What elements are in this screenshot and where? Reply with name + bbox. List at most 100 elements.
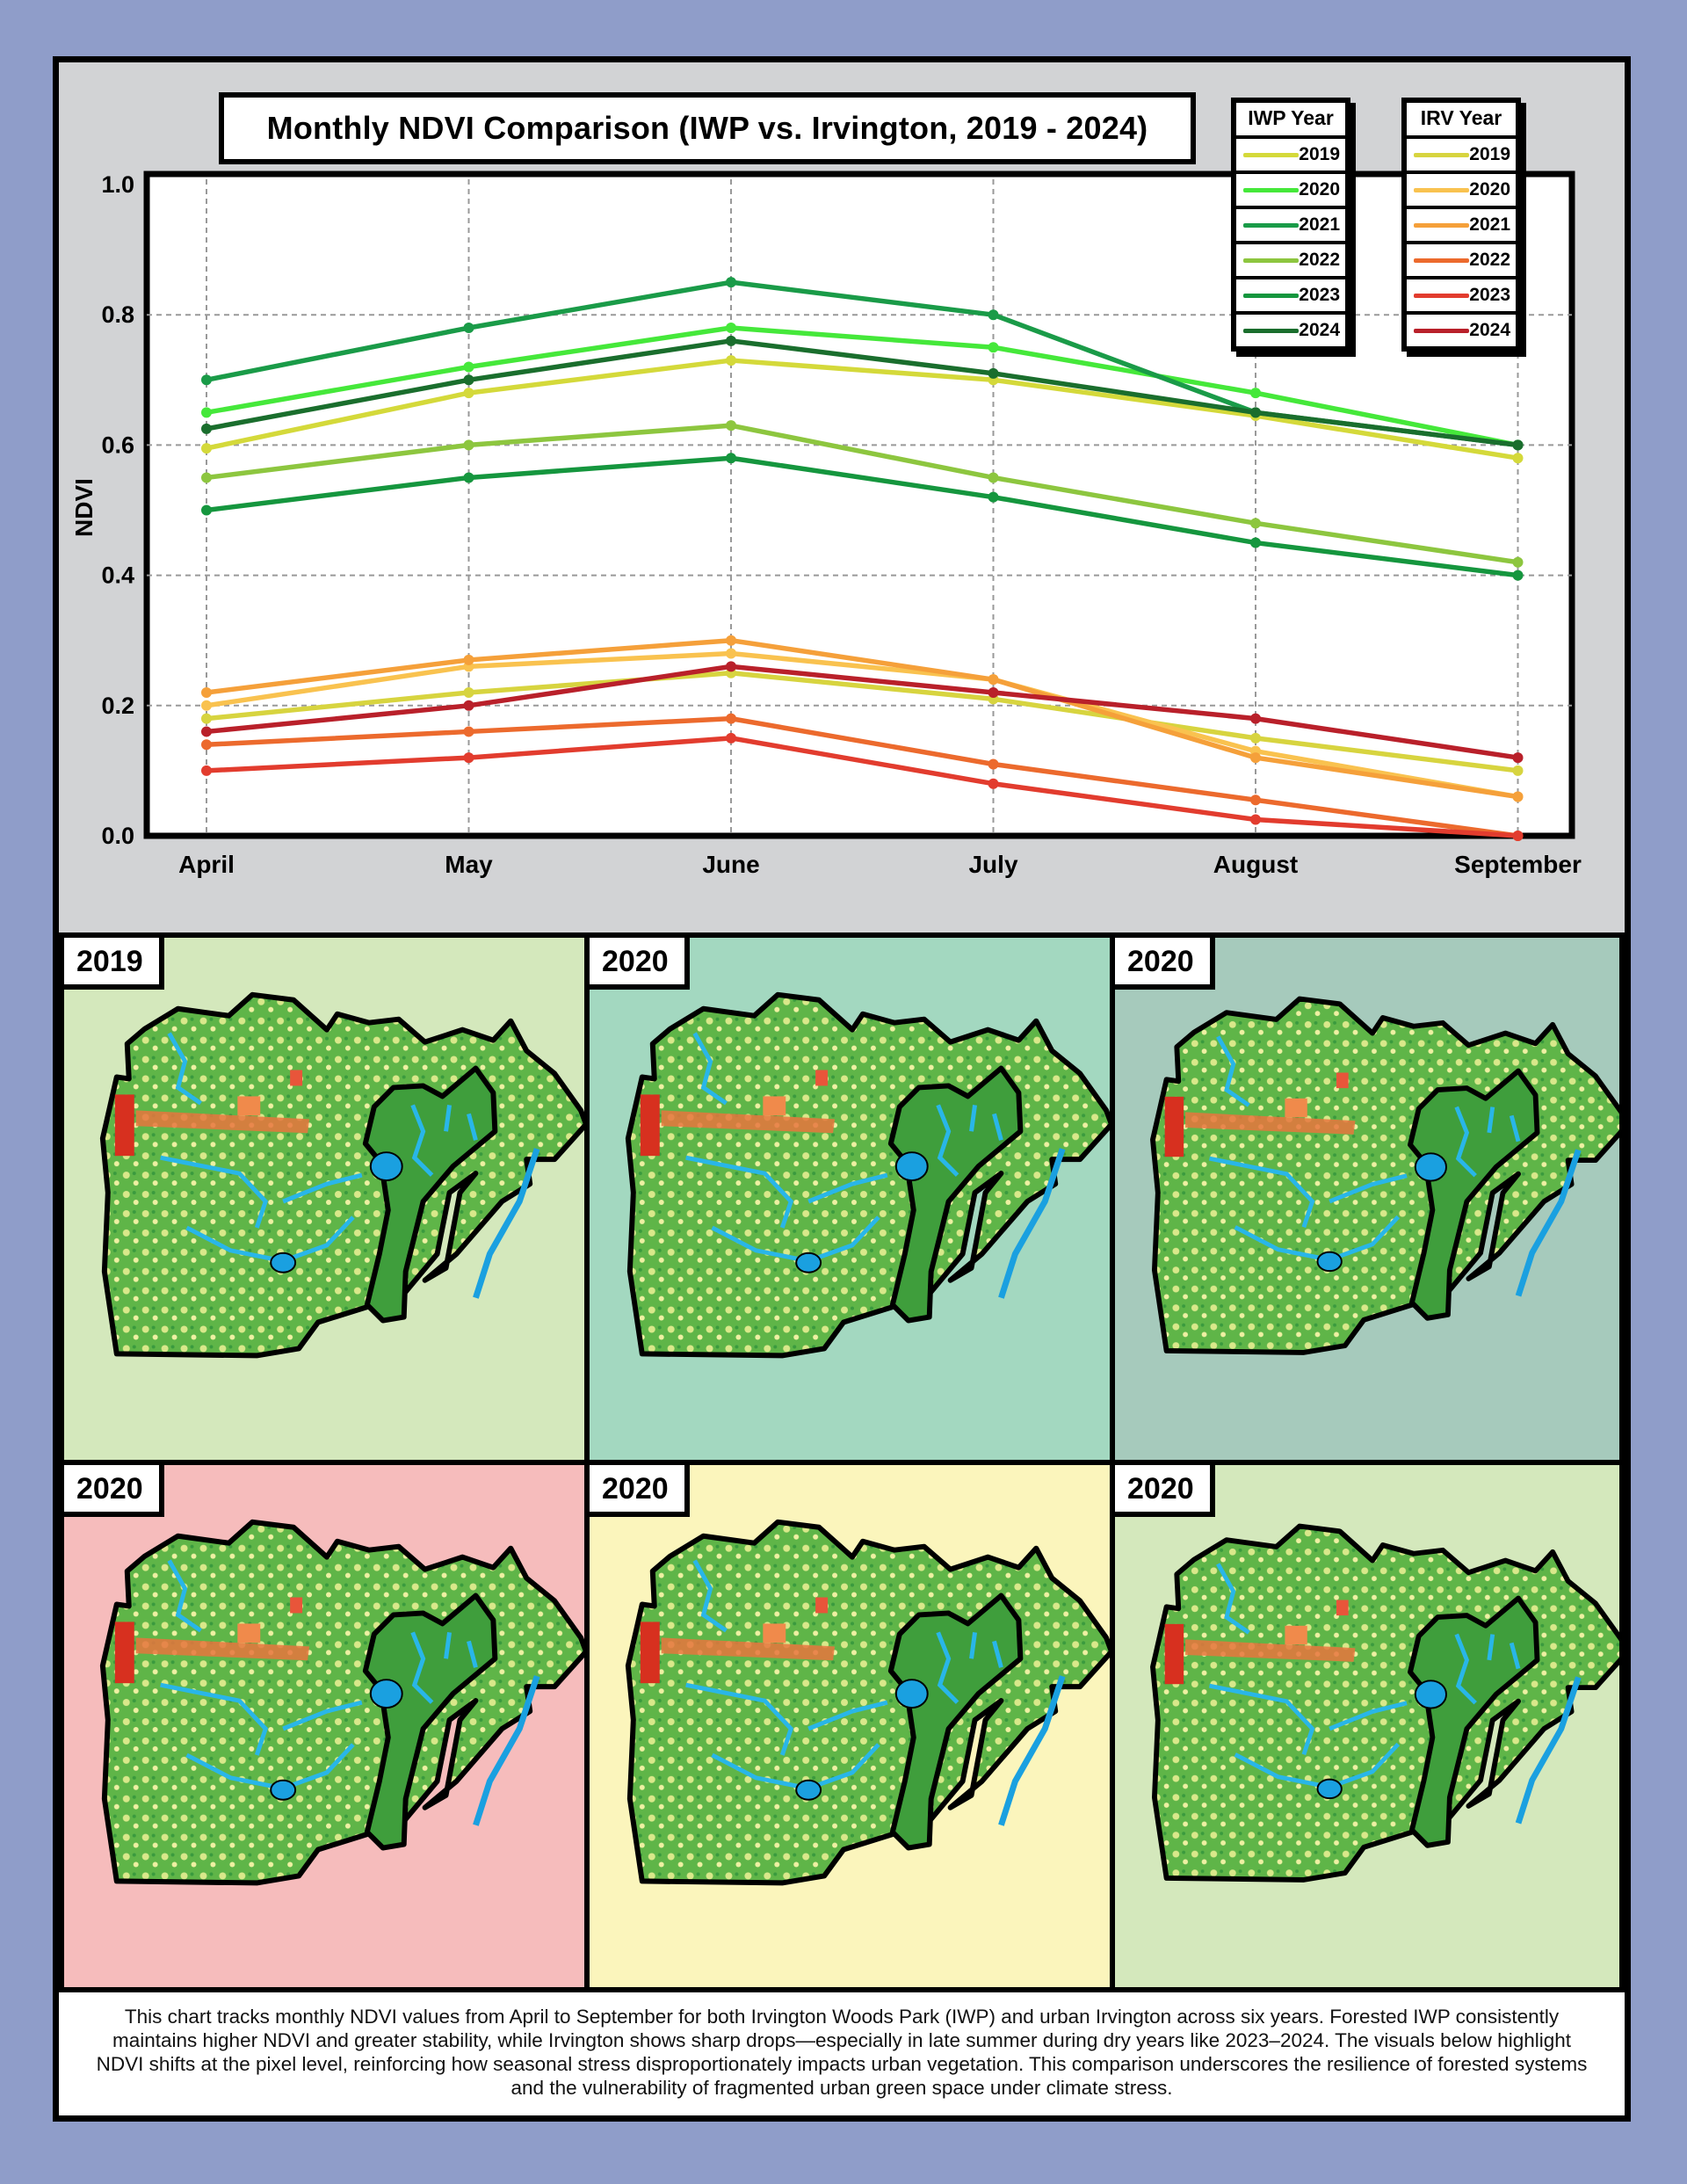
pond <box>1316 1251 1343 1273</box>
legend-entry: 2020 <box>1236 174 1345 209</box>
urban-patch <box>1285 1625 1307 1645</box>
legend-label: 2021 <box>1469 214 1510 235</box>
data-point <box>1250 732 1261 744</box>
data-point <box>726 420 736 432</box>
data-point <box>1512 453 1524 464</box>
pond <box>369 1151 403 1182</box>
urban-patch <box>1336 1072 1349 1089</box>
legend-entry: 2024 <box>1407 315 1516 346</box>
data-point <box>988 758 999 770</box>
ndvi-map-image <box>1150 996 1619 1355</box>
data-point <box>726 732 736 744</box>
data-point <box>726 277 736 288</box>
urban-patch <box>1336 1600 1349 1616</box>
town-boundary <box>625 1519 1110 1886</box>
x-tick-label: May <box>445 851 493 878</box>
data-point <box>726 453 736 464</box>
river <box>1515 1149 1582 1297</box>
legend-label: 2021 <box>1299 214 1340 235</box>
legend-entry: 2023 <box>1236 279 1345 315</box>
legend-swatch <box>1243 152 1300 157</box>
urban-patch <box>290 1070 303 1086</box>
urban-hotspot <box>1164 1096 1184 1157</box>
legend-swatch <box>1243 222 1300 228</box>
river <box>1515 1676 1582 1825</box>
data-point <box>201 472 212 483</box>
pond <box>270 1252 297 1273</box>
data-point <box>1512 831 1524 841</box>
stream-network <box>685 1032 888 1264</box>
urban-corridor <box>661 1110 836 1134</box>
data-point <box>988 367 999 379</box>
data-point <box>201 726 212 737</box>
data-point <box>463 374 474 386</box>
legend-swatch <box>1243 187 1300 192</box>
river <box>998 1675 1066 1826</box>
data-point <box>463 323 474 334</box>
legend-swatch <box>1414 152 1470 157</box>
ndvi-map-panel: 2020 <box>1110 932 1625 1465</box>
data-point <box>726 335 736 346</box>
data-point <box>988 686 999 698</box>
map-year-label: 2020 <box>64 1465 164 1517</box>
series-line-irv-2021 <box>206 637 1518 800</box>
y-tick-label: 0.6 <box>101 432 134 458</box>
pond <box>894 1151 929 1182</box>
legend-label: 2023 <box>1299 285 1340 305</box>
urban-patch <box>290 1597 303 1614</box>
y-tick-label: 0.8 <box>101 301 134 328</box>
pond <box>795 1252 822 1273</box>
legend-entry: 2021 <box>1236 209 1345 244</box>
data-point <box>463 700 474 711</box>
data-point <box>463 472 474 483</box>
data-point <box>201 374 212 386</box>
data-point <box>201 765 212 776</box>
series-line-iwp-2019 <box>206 358 1518 461</box>
map-year-label: 2020 <box>590 938 690 990</box>
map-year-label: 2020 <box>1115 1465 1215 1517</box>
urban-corridor <box>1185 1112 1356 1135</box>
stream-network <box>1208 1035 1408 1262</box>
stream-network <box>1208 1563 1408 1789</box>
pond <box>1414 1680 1447 1709</box>
y-axis-label: NDVI <box>70 478 98 537</box>
legend-label: 2022 <box>1299 250 1340 270</box>
ndvi-map-grid: 2019 2020 2020 2020 2020 2020 <box>59 932 1625 1992</box>
data-point <box>201 443 212 454</box>
town-boundary <box>1150 1523 1619 1883</box>
caption: This chart tracks monthly NDVI values fr… <box>59 1987 1625 2115</box>
stream-network <box>160 1559 363 1791</box>
urban-patch <box>815 1597 829 1614</box>
data-point <box>1512 439 1524 451</box>
legend-entry: 2022 <box>1236 244 1345 279</box>
data-point <box>463 439 474 451</box>
legend-swatch <box>1414 187 1470 192</box>
map-year-label: 2019 <box>64 938 164 990</box>
data-point <box>988 342 999 353</box>
data-point <box>1512 752 1524 764</box>
ndvi-map-image <box>99 1519 584 1886</box>
urban-patch <box>815 1070 829 1086</box>
urban-patch <box>237 1096 261 1116</box>
park-streams <box>410 1104 478 1177</box>
urban-patch <box>763 1096 786 1116</box>
y-tick-label: 0.4 <box>101 562 134 589</box>
legend-entry: 2019 <box>1236 139 1345 174</box>
data-point <box>726 635 736 646</box>
pond <box>1316 1778 1343 1800</box>
ndvi-map-image <box>625 1519 1110 1886</box>
park-boundary <box>887 1065 1024 1324</box>
legend-swatch <box>1243 258 1300 263</box>
urban-hotspot <box>114 1622 134 1684</box>
chart-title-text: Monthly NDVI Comparison (IWP vs. Irvingt… <box>266 110 1148 146</box>
x-tick-label: September <box>1454 851 1582 878</box>
legend-label: 2019 <box>1469 144 1510 164</box>
park-boundary <box>362 1593 498 1851</box>
park-streams <box>1454 1106 1521 1178</box>
data-point <box>1250 388 1261 399</box>
park-streams <box>1454 1633 1521 1705</box>
river <box>473 1148 540 1299</box>
legend-entry: 2022 <box>1407 244 1516 279</box>
data-point <box>726 713 736 724</box>
legend-swatch <box>1414 222 1470 228</box>
